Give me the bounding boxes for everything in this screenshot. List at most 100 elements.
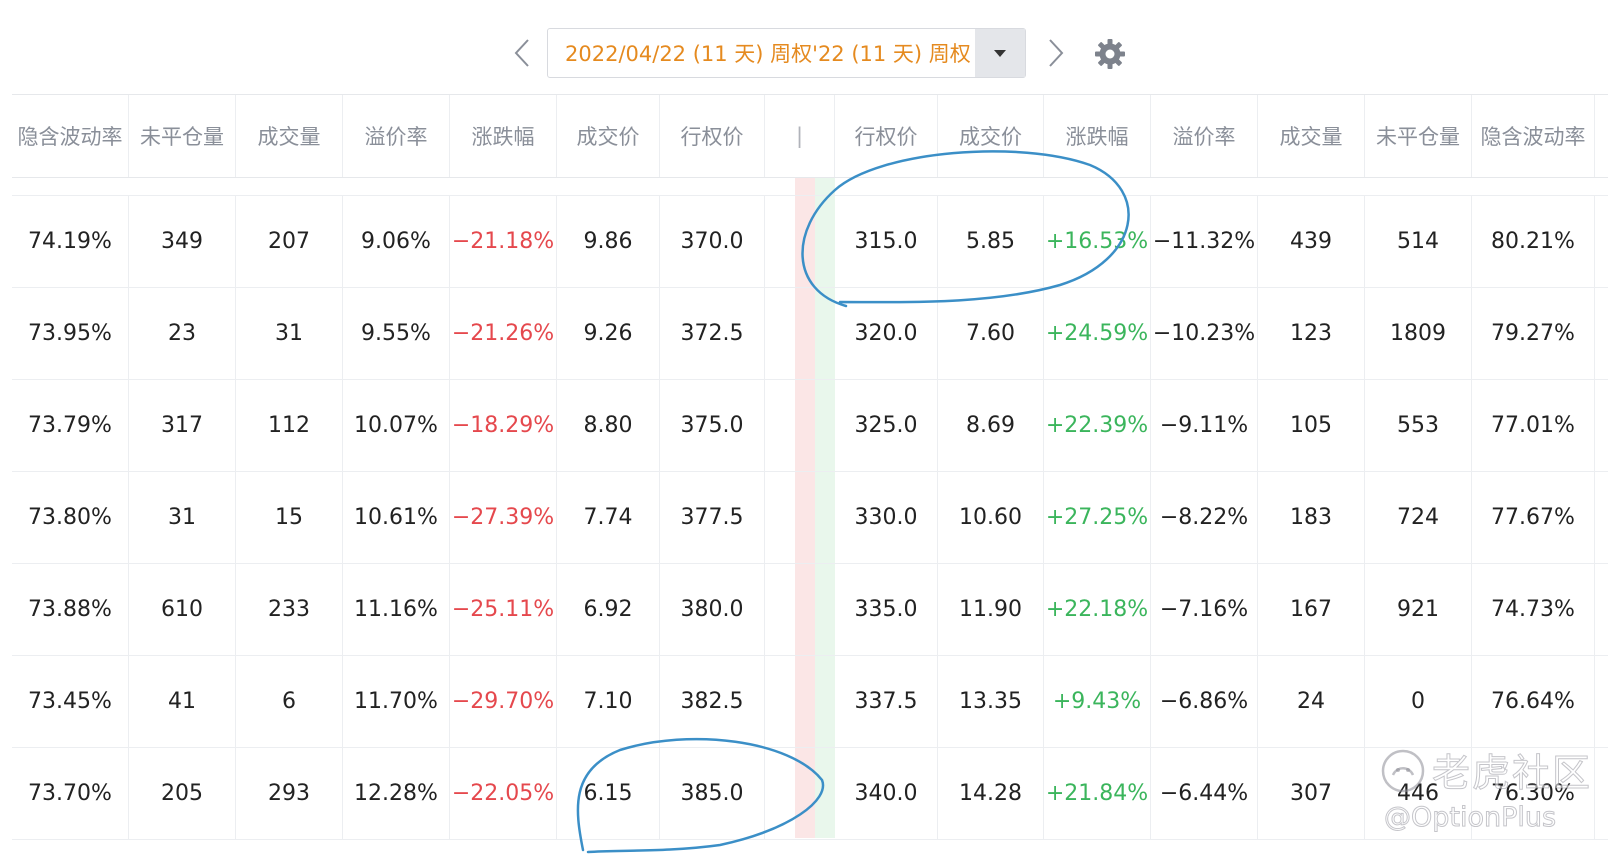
put-cell: 77.01% <box>1472 380 1595 471</box>
call-cell: 370.0 <box>660 196 765 287</box>
prev-expiry-button[interactable] <box>510 36 534 70</box>
put-cell: 307 <box>1258 748 1365 839</box>
put-header-1[interactable]: 成交价 <box>938 95 1044 177</box>
call-cell: 9.06% <box>343 196 450 287</box>
put-cell: 8.69 <box>938 380 1044 471</box>
call-cell: −29.70% <box>450 656 557 747</box>
table-row[interactable]: 73.88% 610 233 11.16% −25.11% 6.92 380.0 335.0 1… <box>12 564 1608 656</box>
put-cell: 24 <box>1258 656 1365 747</box>
call-cell: 31 <box>236 288 343 379</box>
put-cell: 10.60 <box>938 472 1044 563</box>
call-cell: −25.11% <box>450 564 557 655</box>
call-cell: 31 <box>129 472 236 563</box>
put-cell: 724 <box>1365 472 1472 563</box>
call-cell: −21.26% <box>450 288 557 379</box>
next-expiry-button[interactable] <box>1044 36 1068 70</box>
call-header-3[interactable]: 溢价率 <box>343 95 450 177</box>
chevron-left-icon <box>514 39 529 67</box>
itm-divider-red <box>795 178 815 838</box>
expiry-select[interactable]: 2022/04/22 (11 天) 周权'22 (11 天) 周权 <box>547 28 1026 78</box>
call-cell: 382.5 <box>660 656 765 747</box>
call-cell: 7.74 <box>557 472 660 563</box>
call-cell: 9.55% <box>343 288 450 379</box>
call-cell: 12.28% <box>343 748 450 839</box>
put-cell: +22.18% <box>1044 564 1151 655</box>
put-cell: 337.5 <box>835 656 938 747</box>
put-cell: −10.23% <box>1151 288 1258 379</box>
put-cell: −8.22% <box>1151 472 1258 563</box>
table-row[interactable]: 74.19% 349 207 9.06% −21.18% 9.86 370.0 315.0 5.… <box>12 196 1608 288</box>
table-row[interactable]: 73.80% 31 15 10.61% −27.39% 7.74 377.5 330.0 10.… <box>12 472 1608 564</box>
put-header-0[interactable]: 行权价 <box>835 95 938 177</box>
table-row[interactable]: 73.45% 41 6 11.70% −29.70% 7.10 382.5 337.5 13.3… <box>12 656 1608 748</box>
settings-button[interactable] <box>1094 38 1126 70</box>
call-cell: 6 <box>236 656 343 747</box>
put-cell: +16.53% <box>1044 196 1151 287</box>
put-cell: −7.16% <box>1151 564 1258 655</box>
divider-header: | <box>765 95 835 177</box>
put-cell: +9.43% <box>1044 656 1151 747</box>
put-cell: 0 <box>1365 656 1472 747</box>
table-row[interactable]: 73.70% 205 293 12.28% −22.05% 6.15 385.0 340.0 1… <box>12 748 1608 840</box>
put-header-5[interactable]: 未平仓量 <box>1365 95 1472 177</box>
call-header-5[interactable]: 成交价 <box>557 95 660 177</box>
call-cell: 207 <box>236 196 343 287</box>
call-header-6[interactable]: 行权价 <box>660 95 765 177</box>
put-cell: −9.11% <box>1151 380 1258 471</box>
call-cell: 8.80 <box>557 380 660 471</box>
call-cell: 73.95% <box>12 288 129 379</box>
put-cell: 514 <box>1365 196 1472 287</box>
call-cell: 112 <box>236 380 343 471</box>
put-cell: 439 <box>1258 196 1365 287</box>
put-cell: 335.0 <box>835 564 938 655</box>
put-cell: 14.28 <box>938 748 1044 839</box>
put-cell: 11.90 <box>938 564 1044 655</box>
call-cell: 6.92 <box>557 564 660 655</box>
call-cell: −18.29% <box>450 380 557 471</box>
expiry-dropdown-button[interactable] <box>975 29 1025 77</box>
call-cell: 385.0 <box>660 748 765 839</box>
put-cell: 5.85 <box>938 196 1044 287</box>
put-cell: −6.44% <box>1151 748 1258 839</box>
put-cell: −6.86% <box>1151 656 1258 747</box>
put-cell: 183 <box>1258 472 1365 563</box>
call-cell: 11.70% <box>343 656 450 747</box>
put-cell: 553 <box>1365 380 1472 471</box>
put-cell: +24.59% <box>1044 288 1151 379</box>
put-cell: +22.39% <box>1044 380 1151 471</box>
call-cell: 11.16% <box>343 564 450 655</box>
put-cell: 74.73% <box>1472 564 1595 655</box>
call-cell: 73.45% <box>12 656 129 747</box>
call-cell: 15 <box>236 472 343 563</box>
put-cell: 446 <box>1365 748 1472 839</box>
table-row[interactable]: 73.79% 317 112 10.07% −18.29% 8.80 375.0 325.0 8… <box>12 380 1608 472</box>
put-cell: 105 <box>1258 380 1365 471</box>
call-cell: 73.70% <box>12 748 129 839</box>
call-cell: 73.88% <box>12 564 129 655</box>
put-cell: 325.0 <box>835 380 938 471</box>
put-cell: 315.0 <box>835 196 938 287</box>
expiry-label: 2022/04/22 (11 天) 周权'22 (11 天) 周权 <box>565 42 971 66</box>
put-header-4[interactable]: 成交量 <box>1258 95 1365 177</box>
expiry-toolbar: 2022/04/22 (11 天) 周权'22 (11 天) 周权 <box>0 0 1620 95</box>
put-cell: +21.84% <box>1044 748 1151 839</box>
call-header-0[interactable]: 隐含波动率 <box>12 95 129 177</box>
call-header-4[interactable]: 涨跌幅 <box>450 95 557 177</box>
call-cell: 380.0 <box>660 564 765 655</box>
call-header-1[interactable]: 未平仓量 <box>129 95 236 177</box>
put-header-6[interactable]: 隐含波动率 <box>1472 95 1595 177</box>
table-row[interactable]: 73.95% 23 31 9.55% −21.26% 9.26 372.5 320.0 7.60… <box>12 288 1608 380</box>
chevron-right-icon <box>1049 39 1064 67</box>
call-cell: 372.5 <box>660 288 765 379</box>
call-header-2[interactable]: 成交量 <box>236 95 343 177</box>
put-header-3[interactable]: 溢价率 <box>1151 95 1258 177</box>
put-cell: +27.25% <box>1044 472 1151 563</box>
put-cell: 7.60 <box>938 288 1044 379</box>
put-header-2[interactable]: 涨跌幅 <box>1044 95 1151 177</box>
call-cell: −21.18% <box>450 196 557 287</box>
put-cell: 79.27% <box>1472 288 1595 379</box>
call-cell: 23 <box>129 288 236 379</box>
put-cell: 123 <box>1258 288 1365 379</box>
put-cell: −11.32% <box>1151 196 1258 287</box>
call-cell: 9.86 <box>557 196 660 287</box>
